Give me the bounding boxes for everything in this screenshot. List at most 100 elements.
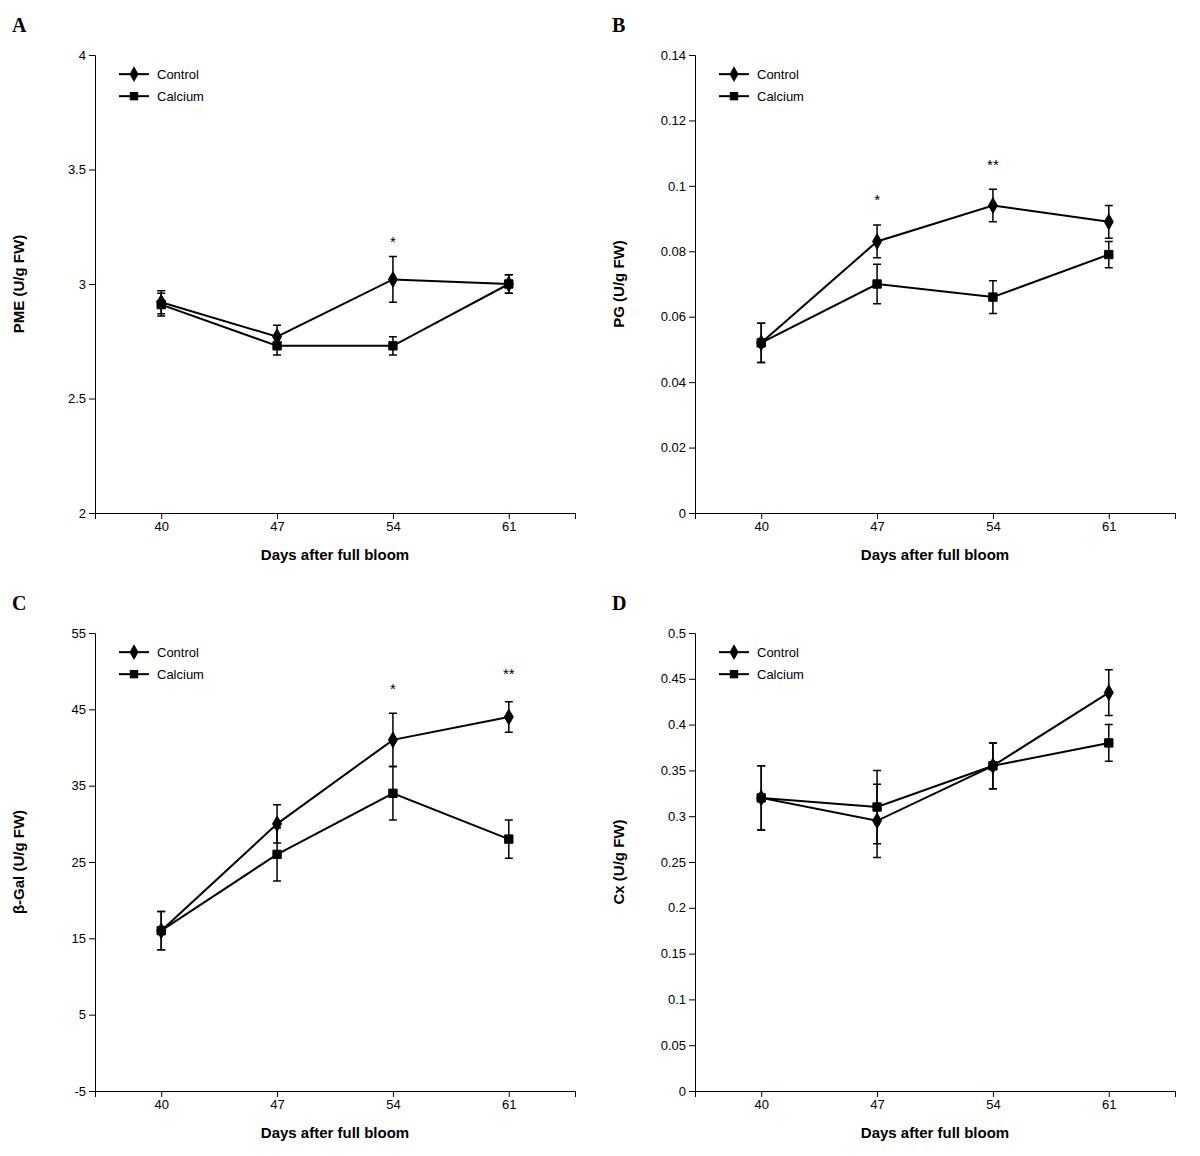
tick: 54 xyxy=(986,513,1000,534)
error-bar xyxy=(873,225,881,258)
tick-label: 54 xyxy=(386,1097,400,1112)
axis-domain xyxy=(89,56,96,514)
tick: 5 xyxy=(79,1007,95,1022)
tick: 54 xyxy=(386,513,400,534)
marker xyxy=(388,272,397,288)
legend-marker xyxy=(730,670,738,678)
tick-label: 0.4 xyxy=(668,717,686,732)
marker xyxy=(757,339,765,347)
x-axis: 40475461 xyxy=(96,513,576,534)
tick-label: 55 xyxy=(72,626,86,641)
tick-mark xyxy=(89,709,95,710)
tick: 0.05 xyxy=(661,1038,695,1053)
tick: 0.14 xyxy=(661,48,695,63)
y-axis-title: PME (U/g FW) xyxy=(10,235,27,333)
tick: 40 xyxy=(754,1091,768,1112)
tick-label: 54 xyxy=(986,519,1000,534)
legend-label: Control xyxy=(157,67,199,82)
tick: 55 xyxy=(72,626,95,641)
tick: 54 xyxy=(986,1091,1000,1112)
tick-label: 40 xyxy=(154,1097,168,1112)
tick: 2 xyxy=(79,506,95,521)
tick: 0.04 xyxy=(661,375,695,390)
error-bar xyxy=(389,337,397,355)
x-axis: 40 47 54 61 xyxy=(696,1091,1176,1112)
line xyxy=(161,279,509,336)
tick-mark xyxy=(689,725,695,726)
line xyxy=(761,693,1109,821)
tick-label: 5 xyxy=(79,1007,86,1022)
legend: ControlCalcium xyxy=(119,644,204,681)
tick: 47 xyxy=(270,1091,284,1112)
tick: 0.02 xyxy=(661,440,695,455)
tick-mark xyxy=(1109,1091,1110,1097)
tick: 0.45 xyxy=(661,671,695,686)
tick-mark xyxy=(277,1091,278,1097)
tick-mark xyxy=(89,1015,95,1016)
marker xyxy=(505,280,513,288)
tick: 25 xyxy=(72,855,95,870)
error-bar xyxy=(989,189,997,222)
legend-item: Control xyxy=(719,644,799,660)
panel: 4047546100.020.040.060.080.10.120.14Days… xyxy=(610,14,1176,563)
tick: 54 xyxy=(386,1091,400,1112)
tick-mark xyxy=(89,862,95,863)
error-bar xyxy=(157,912,165,950)
marker xyxy=(389,789,397,797)
legend-marker xyxy=(730,644,739,660)
marker xyxy=(157,927,165,935)
tick: 0.08 xyxy=(661,244,695,259)
tick-mark xyxy=(993,513,994,519)
line xyxy=(161,793,509,930)
tick-mark xyxy=(689,513,695,514)
legend-item: Calcium xyxy=(719,89,804,104)
tick-label: 40 xyxy=(154,519,168,534)
error-bar xyxy=(989,281,997,314)
tick: 40 xyxy=(154,1091,168,1112)
tick: 0.06 xyxy=(661,309,695,324)
error-bar xyxy=(389,713,397,766)
tick: 61 xyxy=(502,1091,516,1112)
legend: ControlCalcium xyxy=(719,644,804,681)
marker xyxy=(988,198,997,214)
marker xyxy=(873,803,881,811)
tick-mark xyxy=(877,513,878,519)
error-bar xyxy=(505,820,513,858)
tick-mark xyxy=(761,1091,762,1097)
tick-label: 0.1 xyxy=(668,179,686,194)
error-bar xyxy=(505,702,513,733)
series xyxy=(757,725,1113,844)
tick-label: -5 xyxy=(74,1084,86,1099)
tick: -5 xyxy=(74,1084,95,1099)
axis-domain xyxy=(696,1092,1176,1098)
marker xyxy=(505,835,513,843)
x-axis: 40475461 xyxy=(696,513,1176,534)
tick-label: 15 xyxy=(72,931,86,946)
series xyxy=(757,670,1114,858)
tick-mark xyxy=(89,399,95,400)
error-bar xyxy=(1105,670,1113,716)
annotation: * xyxy=(874,191,880,208)
tick: 47 xyxy=(870,1091,884,1112)
x-axis: 40 47 54 61 xyxy=(96,1091,576,1112)
tick-mark xyxy=(509,513,510,519)
tick-mark xyxy=(689,186,695,187)
y-axis: -551525354555 xyxy=(72,626,96,1099)
tick-label: 0 xyxy=(679,1084,686,1099)
panel-label: B xyxy=(612,14,625,36)
tick-mark xyxy=(689,999,695,1000)
tick-mark xyxy=(689,251,695,252)
tick-mark xyxy=(689,908,695,909)
tick-label: 0.35 xyxy=(661,763,686,778)
tick-label: 61 xyxy=(1102,1097,1116,1112)
tick-mark xyxy=(89,284,95,285)
tick: 0.4 xyxy=(668,717,695,732)
tick: 0.12 xyxy=(661,113,695,128)
tick-label: 47 xyxy=(270,1097,284,1112)
tick: 3 xyxy=(79,277,95,292)
marker xyxy=(1105,250,1113,258)
tick-label: 0.15 xyxy=(661,946,686,961)
series xyxy=(157,767,513,950)
tick: 0 xyxy=(679,1084,695,1099)
tick: 61 xyxy=(1102,513,1116,534)
